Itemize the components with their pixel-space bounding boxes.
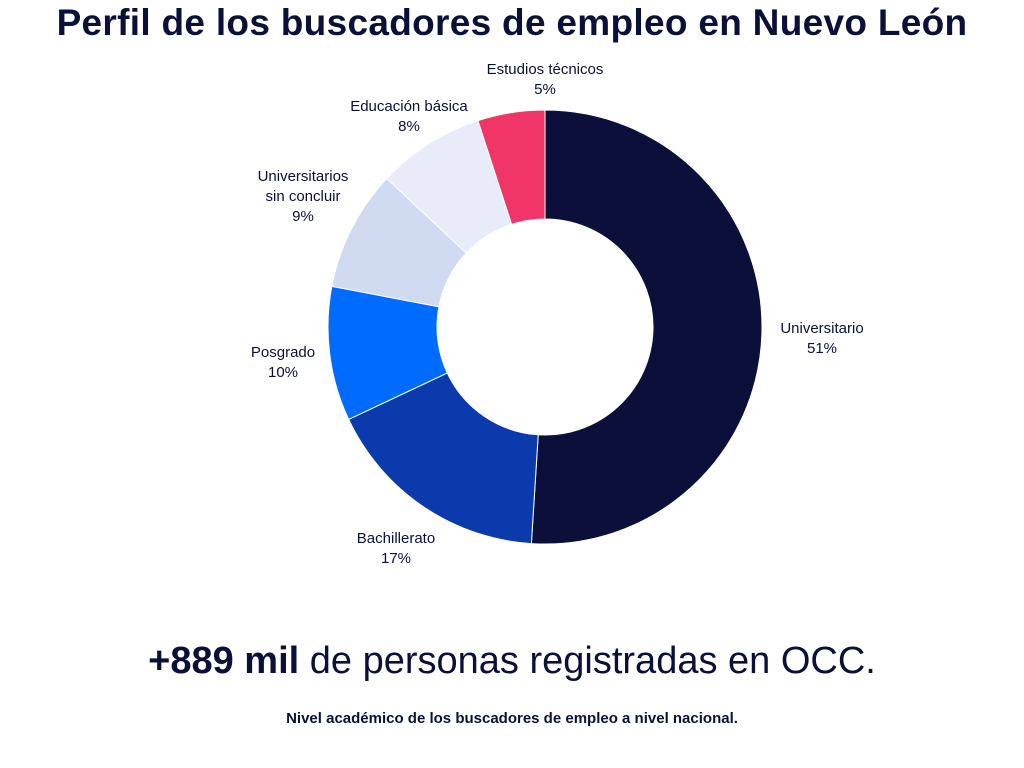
label-text-universitario: Universitario xyxy=(780,320,863,337)
chart-footnote: Nivel académico de los buscadores de emp… xyxy=(286,710,738,727)
slice-universitario xyxy=(530,109,763,545)
page-title: Perfil de los buscadores de empleo en Nu… xyxy=(56,2,968,43)
label-educacion-basica: Educación básica 8% xyxy=(350,98,468,135)
label-universitarios-sin-concluir: Universitarios sin concluir 9% xyxy=(258,168,349,225)
label-estudios-tecnicos: Estudios técnicos 5% xyxy=(487,61,604,98)
label-value-educacion-basica: 8% xyxy=(398,118,420,135)
slice-estudios-tecnicos xyxy=(477,109,546,225)
label-value-posgrado: 10% xyxy=(268,364,298,381)
label-value-universitarios-sin-concluir: 9% xyxy=(292,208,314,225)
donut-chart: Universitario 51% Bachillerato 17% Posgrado 1… xyxy=(251,61,864,567)
label-text-educacion-basica: Educación básica xyxy=(350,98,468,115)
label-universitario: Universitario 51% xyxy=(780,320,863,357)
registrations-count: +889 mil xyxy=(148,640,300,682)
label-text-universitarios-sin-concluir: Universitarios xyxy=(258,168,349,185)
label-posgrado: Posgrado 10% xyxy=(251,344,315,381)
label-text-bachillerato: Bachillerato xyxy=(357,530,435,547)
label-text-estudios-tecnicos: Estudios técnicos xyxy=(487,61,604,78)
donut-slices xyxy=(327,109,763,545)
label-text-posgrado: Posgrado xyxy=(251,344,315,361)
slice-bachillerato xyxy=(347,372,539,545)
registrations-text: de personas registradas en OCC. xyxy=(299,640,876,682)
label-bachillerato: Bachillerato 17% xyxy=(357,530,435,567)
registrations-headline: +889 mil de personas registradas en OCC. xyxy=(0,640,1024,683)
label-text-universitarios-sin-concluir: sin concluir xyxy=(265,188,340,205)
slice-labels: Universitario 51% Bachillerato 17% Posgrado 1… xyxy=(251,61,864,567)
label-value-bachillerato: 17% xyxy=(381,550,411,567)
label-value-universitario: 51% xyxy=(807,340,837,357)
label-value-estudios-tecnicos: 5% xyxy=(534,81,556,98)
